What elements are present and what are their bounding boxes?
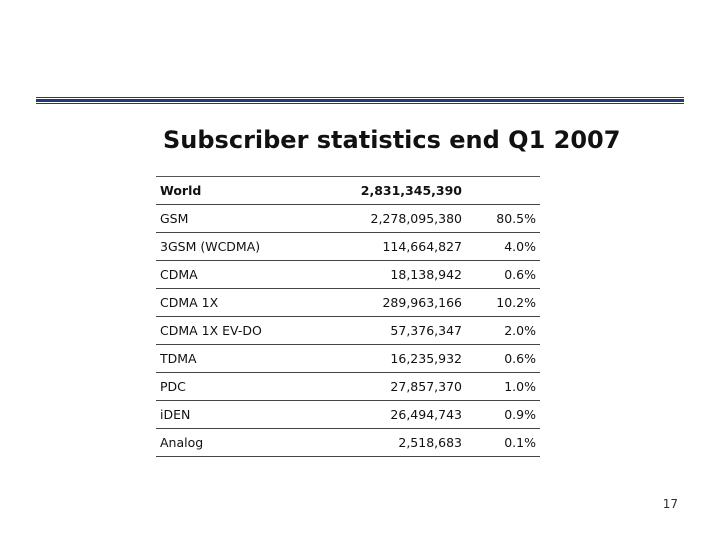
row-subscribers: 57,376,347 <box>334 316 470 345</box>
row-technology: Analog <box>156 428 334 457</box>
table-row: GSM 2,278,095,380 80.5% <box>156 204 540 233</box>
table-row: CDMA 18,138,942 0.6% <box>156 260 540 289</box>
row-technology: CDMA <box>156 260 334 289</box>
header-rule-thick <box>36 99 684 102</box>
row-subscribers: 2,831,345,390 <box>334 176 470 205</box>
row-technology: CDMA 1X EV-DO <box>156 316 334 345</box>
row-subscribers: 18,138,942 <box>334 260 470 289</box>
row-share: 1.0% <box>470 372 540 401</box>
table-row: CDMA 1X 289,963,166 10.2% <box>156 288 540 317</box>
row-subscribers: 289,963,166 <box>334 288 470 317</box>
row-subscribers: 16,235,932 <box>334 344 470 373</box>
row-share: 4.0% <box>470 232 540 261</box>
row-technology: PDC <box>156 372 334 401</box>
row-share <box>470 176 540 205</box>
header-rule-thin-top <box>36 97 684 98</box>
row-share: 0.6% <box>470 260 540 289</box>
row-technology: CDMA 1X <box>156 288 334 317</box>
row-technology: TDMA <box>156 344 334 373</box>
table-row: iDEN 26,494,743 0.9% <box>156 400 540 429</box>
row-share: 0.6% <box>470 344 540 373</box>
row-share: 0.9% <box>470 400 540 429</box>
page-number: 17 <box>662 497 678 511</box>
subscriber-statistics-table: World 2,831,345,390 GSM 2,278,095,380 80… <box>156 176 540 457</box>
row-technology: World <box>156 176 334 205</box>
row-subscribers: 2,518,683 <box>334 428 470 457</box>
row-subscribers: 26,494,743 <box>334 400 470 429</box>
slide-title: Subscriber statistics end Q1 2007 <box>163 126 621 154</box>
table-row: TDMA 16,235,932 0.6% <box>156 344 540 373</box>
row-share: 10.2% <box>470 288 540 317</box>
row-technology: GSM <box>156 204 334 233</box>
row-technology: 3GSM (WCDMA) <box>156 232 334 261</box>
table-row: PDC 27,857,370 1.0% <box>156 372 540 401</box>
table-row: 3GSM (WCDMA) 114,664,827 4.0% <box>156 232 540 261</box>
table-row: Analog 2,518,683 0.1% <box>156 428 540 457</box>
row-subscribers: 27,857,370 <box>334 372 470 401</box>
row-subscribers: 2,278,095,380 <box>334 204 470 233</box>
row-share: 80.5% <box>470 204 540 233</box>
row-share: 2.0% <box>470 316 540 345</box>
table-row-world: World 2,831,345,390 <box>156 176 540 205</box>
table-row: CDMA 1X EV-DO 57,376,347 2.0% <box>156 316 540 345</box>
row-subscribers: 114,664,827 <box>334 232 470 261</box>
header-rule-thin-bottom <box>36 103 684 104</box>
row-share: 0.1% <box>470 428 540 457</box>
row-technology: iDEN <box>156 400 334 429</box>
